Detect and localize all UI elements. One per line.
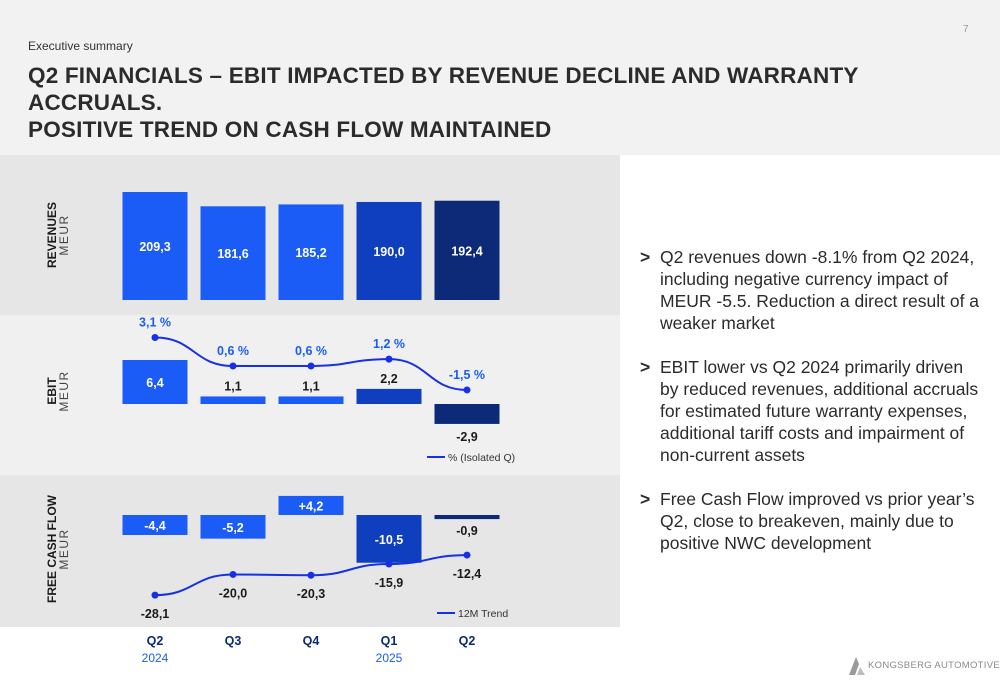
header-band: Executive summary 7 Q2 FINANCIALS – EBIT… xyxy=(0,0,1000,155)
fcf-value-label: -4,4 xyxy=(144,519,166,533)
revenue-bar xyxy=(278,204,344,300)
ebit-margin-label: -1,5 % xyxy=(449,368,485,382)
x-axis-year-label: 2024 xyxy=(142,651,169,665)
bullet-text: Free Cash Flow improved vs prior year’s … xyxy=(660,489,975,553)
revenue-value-label: 185,2 xyxy=(295,246,326,260)
commentary-list: > Q2 revenues down -8.1% from Q2 2024, i… xyxy=(640,246,980,576)
ebit-value-label: -2,9 xyxy=(456,430,478,444)
revenue-value-label: 192,4 xyxy=(451,244,482,258)
bullet-arrow-icon: > xyxy=(640,247,651,267)
ebit-margin-label: 0,6 % xyxy=(295,344,327,358)
commentary-bullet: > EBIT lower vs Q2 2024 primarily driven… xyxy=(640,356,980,466)
revenue-bar xyxy=(200,206,266,300)
x-axis-tick-label: Q1 xyxy=(381,634,398,648)
fcf-trend-point xyxy=(151,591,159,599)
ebit-legend-label: % (Isolated Q) xyxy=(448,452,515,464)
panel-label: REVENUES xyxy=(45,202,59,268)
fcf-trend-label: -28,1 xyxy=(141,607,170,621)
title-line-2: POSITIVE TREND ON CASH FLOW MAINTAINED xyxy=(28,117,552,142)
kongsberg-logo-icon xyxy=(849,657,865,675)
fcf-trend-label: -20,0 xyxy=(219,586,248,600)
ebit-margin-point xyxy=(151,334,159,341)
ebit-bar xyxy=(278,396,344,404)
revenue-bar xyxy=(356,201,422,300)
x-axis-tick-label: Q4 xyxy=(303,634,320,648)
x-axis-tick-label: Q3 xyxy=(225,634,242,648)
fcf-trend-point xyxy=(229,570,237,578)
panel-label: FREE CASH FLOW xyxy=(45,494,59,603)
page-number: 7 xyxy=(963,24,969,35)
bullet-text: Q2 revenues down -8.1% from Q2 2024, inc… xyxy=(660,247,980,333)
fcf-trend-label: -12,4 xyxy=(453,567,482,581)
ebit-bar xyxy=(434,404,500,424)
ebit-bar xyxy=(122,360,188,404)
commentary-panel xyxy=(620,155,1000,685)
ebit-value-label: 6,4 xyxy=(146,376,163,390)
x-axis-tick-label: Q2 xyxy=(459,634,476,648)
fcf-value-label: -10,5 xyxy=(375,533,404,547)
fcf-value-label: +4,2 xyxy=(299,499,324,513)
panel-unit: MEUR xyxy=(57,528,71,569)
revenue-value-label: 181,6 xyxy=(217,247,248,261)
fcf-bar xyxy=(356,515,422,563)
section-label: Executive summary xyxy=(28,39,133,53)
bullet-text: EBIT lower vs Q2 2024 primarily driven b… xyxy=(660,357,979,465)
ebit-value-label: 2,2 xyxy=(380,372,397,386)
ebit-margin-point xyxy=(463,386,471,394)
company-logo-text: KONGSBERG AUTOMOTIVE xyxy=(868,660,1000,671)
fcf-trend-point xyxy=(463,551,471,559)
x-axis-tick-label: Q2 xyxy=(147,634,164,648)
page-title: Q2 FINANCIALS – EBIT IMPACTED BY REVENUE… xyxy=(28,62,958,143)
ebit-bar xyxy=(200,396,266,404)
fcf-value-label: -0,9 xyxy=(456,524,478,538)
panel-label: EBIT xyxy=(45,377,59,405)
fcf-bar xyxy=(278,495,344,515)
ebit-value-label: 1,1 xyxy=(302,379,319,393)
x-axis-year-label: 2025 xyxy=(376,651,403,665)
bullet-arrow-icon: > xyxy=(640,489,651,509)
ebit-band xyxy=(0,315,620,475)
revenue-bar xyxy=(122,192,188,300)
revenue-value-label: 190,0 xyxy=(373,245,404,259)
ebit-margin-label: 0,6 % xyxy=(217,344,249,358)
panel-unit: MEUR xyxy=(57,214,71,255)
fcf-bar xyxy=(122,515,188,535)
ebit-bar xyxy=(356,388,422,404)
title-line-1: Q2 FINANCIALS – EBIT IMPACTED BY REVENUE… xyxy=(28,63,859,115)
commentary-bullet: > Q2 revenues down -8.1% from Q2 2024, i… xyxy=(640,246,980,334)
fcf-value-label: -5,2 xyxy=(222,521,244,535)
fcf-trend-point xyxy=(307,571,315,579)
revenue-value-label: 209,3 xyxy=(139,240,170,254)
ebit-margin-point xyxy=(229,362,237,370)
fcf-bar xyxy=(434,515,500,520)
fcf-legend-label: 12M Trend xyxy=(458,608,508,620)
fcf-trend-point xyxy=(385,560,393,568)
ebit-margin-label: 3,1 % xyxy=(139,316,171,330)
ebit-value-label: 1,1 xyxy=(224,379,241,393)
fcf-trend-label: -20,3 xyxy=(297,587,326,601)
ebit-margin-label: 1,2 % xyxy=(373,337,405,351)
panel-unit: MEUR xyxy=(57,370,71,411)
fcf-bar xyxy=(200,515,266,539)
fcf-trend-label: -15,9 xyxy=(375,576,404,590)
commentary-bullet: > Free Cash Flow improved vs prior year’… xyxy=(640,488,980,554)
ebit-margin-point xyxy=(307,362,315,370)
ebit-margin-point xyxy=(385,355,393,363)
revenue-bar xyxy=(434,200,500,300)
bullet-arrow-icon: > xyxy=(640,357,651,377)
